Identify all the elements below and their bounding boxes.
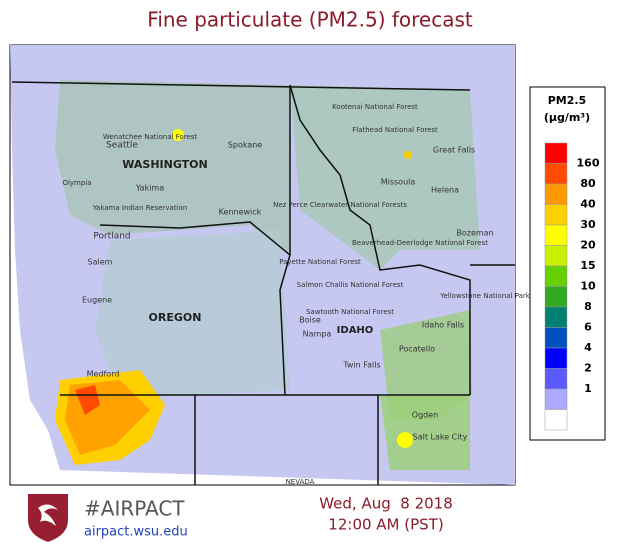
haze: [380, 310, 472, 420]
legend-label: 6: [584, 321, 592, 334]
legend-box: [529, 86, 606, 441]
legend-swatch: [544, 286, 568, 308]
legend-label: 8: [584, 300, 592, 313]
hashtag: #AIRPACT: [84, 497, 185, 521]
legend-label: 40: [580, 198, 596, 211]
footer: #AIRPACT airpact.wsu.edu Wed, Aug 8 2018…: [28, 494, 453, 542]
place-label: Seattle: [106, 141, 138, 151]
legend-swatch: [544, 265, 568, 287]
date: Wed, Aug 8 2018: [319, 495, 453, 513]
place-label: Beaverhead-Deerlodge National Forest: [352, 239, 488, 247]
place-label: IDAHO: [337, 325, 374, 336]
time: 12:00 AM (PST): [328, 516, 443, 534]
place-label: Salmon Challis National Forest: [297, 281, 404, 289]
place-label: Yellowstone National Park: [439, 292, 531, 300]
place-label: Twin Falls: [342, 361, 380, 370]
place-label: Nampa: [303, 330, 332, 339]
place-label: Nez Perce Clearwater National Forests: [273, 201, 407, 209]
smoke: [172, 129, 184, 141]
legend-swatch: [544, 224, 568, 246]
legend-label: 20: [580, 239, 596, 252]
legend-scale: 160 80 40 30 20 15 10 8 6 4 2 1: [544, 142, 600, 431]
legend-swatch: [544, 183, 568, 205]
legend-swatch: [544, 409, 568, 431]
place-label: Portland: [93, 232, 130, 242]
legend-swatch: [544, 368, 568, 390]
legend-label: 1: [584, 382, 592, 395]
legend-label: 160: [577, 157, 600, 170]
haze: [290, 85, 480, 270]
legend-swatch: [544, 204, 568, 226]
legend-unit: (μg/m³): [544, 111, 590, 124]
place-label: Yakima: [135, 184, 164, 193]
place-label: Payette National Forest: [279, 258, 361, 266]
place-label: Missoula: [381, 178, 416, 187]
place-label: Eugene: [82, 296, 112, 305]
place-label: Salt Lake City: [413, 433, 468, 442]
map-labels: WASHINGTON OREGON IDAHO Seattle Portland Spok…: [62, 103, 530, 486]
place-label: Great Falls: [433, 146, 475, 155]
url[interactable]: airpact.wsu.edu: [84, 525, 188, 540]
legend-swatch: [544, 142, 568, 164]
wsu-cougar: [38, 504, 58, 526]
place-label: Kennewick: [219, 208, 262, 217]
place-label: Ogden: [412, 411, 438, 420]
legend-swatch: [544, 347, 568, 369]
legend-label: 10: [580, 280, 596, 293]
legend-title: PM2.5: [548, 94, 587, 107]
legend-swatch: [544, 306, 568, 328]
borders: [11, 81, 515, 485]
place-label: Wenatchee National Forest: [103, 133, 198, 141]
smoke: [404, 151, 412, 159]
legend-label: 80: [580, 177, 596, 190]
place-label: Boise: [299, 316, 321, 325]
place-label: Kootenai National Forest: [332, 103, 418, 111]
place-label: Flathead National Forest: [352, 126, 438, 134]
legend-label: 4: [584, 341, 592, 354]
place-label: WASHINGTON: [122, 158, 207, 171]
legend-label: 15: [580, 259, 595, 272]
map: WASHINGTON OREGON IDAHO Seattle Portland Spok…: [9, 44, 531, 486]
haze: [55, 80, 290, 255]
place-label: Olympia: [62, 179, 91, 187]
place-label: Idaho Falls: [422, 321, 464, 330]
place-label: Yakama Indian Reservation: [92, 204, 188, 212]
place-label: NEVADA: [286, 478, 315, 486]
place-label: Pocatello: [399, 345, 435, 354]
place-label: Bozeman: [456, 229, 493, 238]
legend-swatch: [544, 388, 568, 410]
smoke: [75, 385, 100, 415]
place-label: Sawtooth National Forest: [306, 308, 394, 316]
haze: [95, 230, 290, 400]
legend-label: 2: [584, 362, 592, 375]
legend-swatch: [544, 163, 568, 185]
legend-swatch: [544, 245, 568, 267]
place-label: Medford: [87, 370, 120, 379]
place-label: Spokane: [228, 141, 263, 150]
place-label: OREGON: [149, 311, 202, 324]
legend-swatch: [544, 327, 568, 349]
place-label: Helena: [431, 186, 459, 195]
place-label: Salem: [88, 258, 113, 267]
smoke: [397, 432, 413, 448]
haze: [380, 395, 470, 470]
legend: PM2.5 (μg/m³) 160 80 40 30 20 15 10 8 6 4 2 1: [529, 86, 606, 441]
legend-label: 30: [580, 218, 596, 231]
title: Fine particulate (PM2.5) forecast: [147, 8, 473, 32]
